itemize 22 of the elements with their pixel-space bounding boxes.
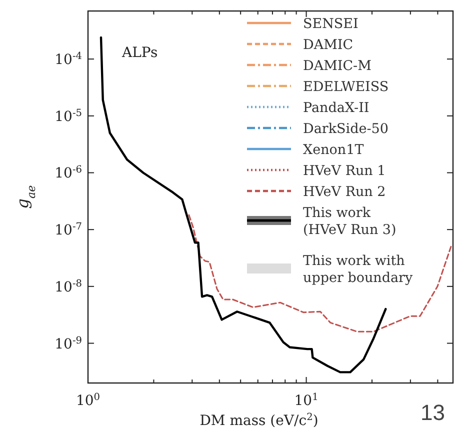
x-tick-label: 10$^{1}$ — [294, 392, 318, 409]
legend-label: This work (HVeV Run 3) — [303, 205, 396, 238]
x-axis-title: DM mass (eV/c$^{2}$) — [200, 412, 318, 429]
legend-label: This work with upper boundary — [303, 253, 414, 286]
legend-label: HVeV Run 1 — [303, 163, 386, 179]
y-tick-label: 10$^{-4}$ — [54, 50, 82, 68]
legend-label: DarkSide-50 — [303, 121, 388, 137]
legend-label: EDELWEISS — [303, 79, 389, 95]
y-tick-label: 10$^{-6}$ — [54, 164, 82, 182]
y-tick-label: 10$^{-9}$ — [54, 334, 82, 352]
legend-label: PandaX-II — [303, 100, 370, 116]
annotation: ALPs — [121, 45, 158, 61]
text: 13 — [420, 400, 445, 425]
y-tick-label: 10$^{-7}$ — [54, 221, 82, 239]
legend-label: Xenon1T — [303, 142, 364, 158]
legend-label: DAMIC-M — [303, 58, 372, 74]
y-tick-label: 10$^{-8}$ — [54, 278, 82, 296]
legend-label: SENSEI — [303, 16, 358, 32]
legend-label: HVeV Run 2 — [303, 184, 386, 200]
legend-label: DAMIC — [303, 37, 354, 53]
y-tick-label: 10$^{-5}$ — [54, 107, 82, 125]
x-tick-label: 10$^{0}$ — [76, 392, 100, 409]
